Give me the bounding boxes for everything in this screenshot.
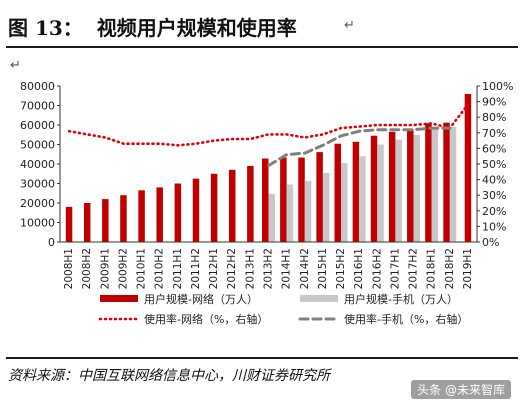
bar-mobile <box>431 129 439 242</box>
y-right-tick-label: 60% <box>482 142 506 155</box>
watermark: 头条 @未来智库 <box>411 380 511 399</box>
y-left-tick-label: 10000 <box>20 217 55 230</box>
x-tick-label: 2018H2 <box>444 248 456 289</box>
y-right-tick-label: 10% <box>482 220 506 233</box>
x-tick-label: 2013H2 <box>263 248 275 289</box>
x-tick-label: 2009H2 <box>117 248 129 289</box>
y-left-tick-label: 40000 <box>20 158 55 171</box>
x-tick-label: 2019H1 <box>462 248 474 289</box>
bar-network <box>352 141 360 242</box>
bar-network <box>407 129 414 242</box>
bar-network <box>83 203 91 242</box>
line-usage-network <box>67 103 470 147</box>
bar-mobile <box>304 180 312 242</box>
y-left-tick-label: 0 <box>48 236 55 249</box>
x-tick-label: 2010H2 <box>154 248 166 289</box>
figure-label: 图 13： <box>8 16 83 40</box>
bottom-rule <box>6 357 518 359</box>
return-mark-title: ↵ <box>344 18 355 33</box>
x-tick-label: 2014H1 <box>281 248 293 289</box>
bar-network <box>370 135 378 242</box>
bar-mobile <box>449 126 457 242</box>
bar-network <box>425 123 432 242</box>
bar-network <box>247 165 254 242</box>
figure-title-text: 视频用户规模和使用率 <box>96 16 297 40</box>
x-tick-label: 2011H2 <box>190 248 202 289</box>
legend-label: 用户规模-网络（万人） <box>144 292 258 306</box>
y-right-tick-label: 40% <box>482 174 506 187</box>
y-right-tick-label: 50% <box>482 158 506 171</box>
bar-mobile <box>413 134 421 242</box>
y-right-tick-label: 70% <box>482 127 506 140</box>
bar-network <box>388 131 396 242</box>
y-left-tick-label: 50000 <box>20 139 55 152</box>
x-tick-label: 2017H2 <box>408 248 420 289</box>
y-left-tick-label: 70000 <box>20 100 55 113</box>
bar-network <box>334 143 342 242</box>
legend-label: 使用率-网络（%，右轴） <box>144 312 268 326</box>
bar-mobile <box>395 139 402 242</box>
bar-network <box>228 169 236 242</box>
x-tick-label: 2018H1 <box>426 248 438 289</box>
y-right-tick-label: 80% <box>482 111 506 124</box>
y-right-tick-label: 20% <box>482 205 506 218</box>
x-tick-label: 2017H1 <box>389 248 401 289</box>
return-mark-chart: ↵ <box>10 58 21 73</box>
bar-mobile <box>268 193 275 242</box>
x-tick-label: 2011H1 <box>172 248 184 289</box>
bar-network <box>464 93 472 243</box>
x-tick-label: 2016H1 <box>353 248 365 289</box>
y-right-tick-label: 100% <box>482 80 513 93</box>
bar-mobile <box>377 144 384 242</box>
x-tick-label: 2009H1 <box>99 248 111 289</box>
x-tick-label: 2008H1 <box>63 248 75 289</box>
y-left-tick-label: 80000 <box>20 80 55 93</box>
bar-network <box>102 199 109 242</box>
legend-swatch <box>300 295 338 302</box>
bar-mobile <box>341 163 348 242</box>
bar-network <box>138 190 145 242</box>
bar-network <box>262 158 269 242</box>
x-tick-label: 2016H2 <box>371 248 383 289</box>
x-tick-label: 2015H1 <box>317 248 329 289</box>
y-right-tick-label: 90% <box>482 96 506 109</box>
x-tick-label: 2015H2 <box>335 248 347 289</box>
bar-network <box>120 195 127 242</box>
y-left-tick-label: 20000 <box>20 197 55 210</box>
bar-mobile <box>322 172 330 242</box>
bar-network <box>174 183 182 242</box>
y-left-tick-label: 60000 <box>20 119 55 132</box>
legend-label: 使用率-手机（%，右轴） <box>344 312 468 326</box>
bar-network <box>443 122 450 242</box>
chart-canvas: 0 10000 20000 30000 40000 50000 60000 70000 8000… <box>20 80 513 326</box>
figure-title: 图 13： 视频用户规模和使用率 <box>8 12 297 41</box>
y-left-tick-label: 30000 <box>20 178 55 191</box>
x-tick-label: 2013H1 <box>244 248 256 289</box>
x-tick-label: 2010H1 <box>136 248 148 289</box>
x-tick-label: 2014H2 <box>299 248 311 289</box>
x-tick-label: 2012H1 <box>208 248 220 289</box>
line-usage-mobile <box>267 126 452 168</box>
bar-network <box>280 157 287 242</box>
x-tick-label: 2012H2 <box>226 248 238 289</box>
bar-mobile <box>359 156 366 242</box>
y-right-tick-label: 0% <box>482 236 499 249</box>
legend-swatch <box>100 295 138 302</box>
bar-network <box>65 206 73 242</box>
y-right-tick-label: 30% <box>482 189 506 202</box>
bar-network <box>298 157 305 242</box>
legend-label: 用户规模-手机（万人） <box>344 292 458 306</box>
source-note: 资料来源：中国互联网络信息中心，川财证券研究所 <box>8 368 330 384</box>
x-tick-label: 2008H2 <box>81 248 93 289</box>
bar-network <box>316 152 323 242</box>
top-rule <box>6 46 518 48</box>
bar-network <box>192 178 200 242</box>
bar-mobile <box>286 184 294 242</box>
bar-network <box>156 187 163 242</box>
bar-network <box>210 173 218 242</box>
